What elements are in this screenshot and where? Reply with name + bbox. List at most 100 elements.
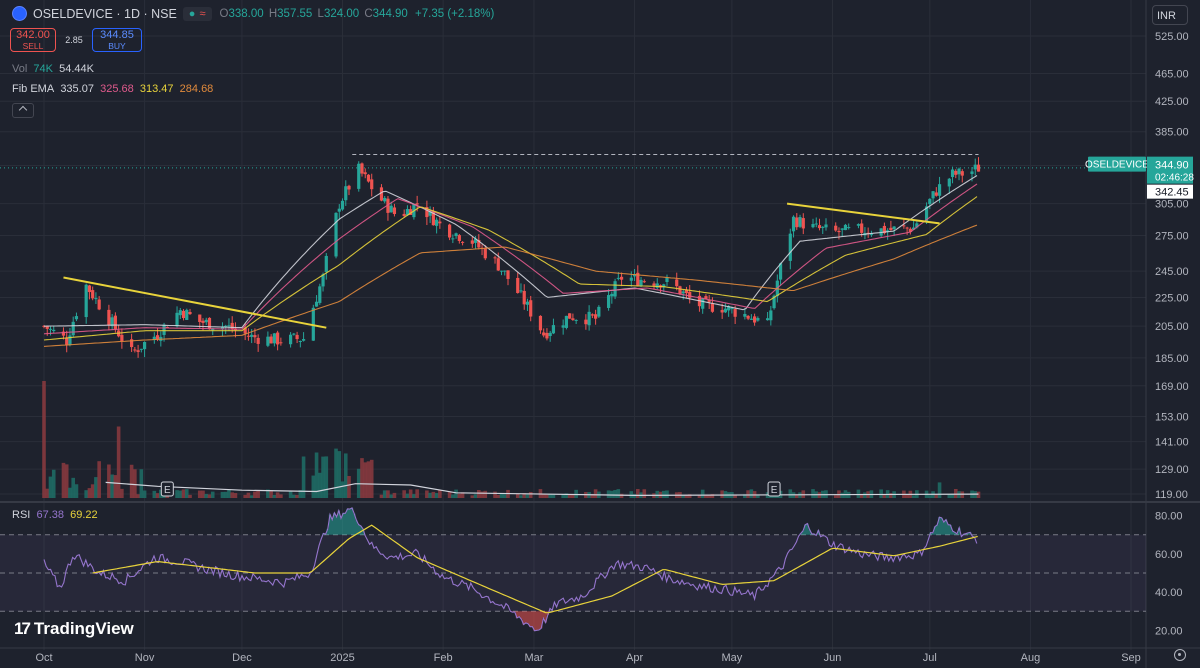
candle-body: [451, 238, 455, 240]
volume-bar: [295, 494, 299, 498]
volume-bar: [266, 489, 270, 498]
countdown-value: 02:46:28: [1155, 173, 1194, 184]
candle-body: [71, 321, 75, 336]
price-axis-label: 205.00: [1155, 321, 1189, 333]
candle-body: [48, 328, 53, 330]
candle-body: [266, 336, 270, 346]
volume-bar: [412, 494, 416, 498]
candle-body: [976, 164, 981, 172]
candle-body: [756, 318, 760, 321]
volume-bar: [545, 494, 549, 498]
time-axis-label: Jun: [824, 652, 842, 664]
sell-button[interactable]: 342.00 SELL: [10, 28, 56, 52]
volume-bar: [665, 490, 669, 498]
volume-bar: [528, 491, 533, 498]
collapse-legend-button[interactable]: [12, 103, 34, 118]
candle-body: [665, 277, 669, 283]
time-axis-label: Sep: [1121, 652, 1141, 664]
volume-bar: [548, 494, 552, 498]
ema-legend[interactable]: Fib EMA 335.07 325.68 313.47 284.68: [12, 83, 214, 95]
tradingview-logo[interactable]: 17 TradingView: [14, 619, 134, 638]
price-axis-label: 245.00: [1155, 266, 1189, 278]
volume-bar: [746, 490, 750, 498]
volume-bar: [223, 491, 228, 498]
volume-bar: [243, 494, 247, 498]
volume-bar: [431, 491, 436, 498]
volume-bar: [64, 464, 69, 498]
symbol-tag-label: OSELDEVICE: [1085, 160, 1149, 171]
candle-body: [765, 318, 770, 321]
candle-body: [778, 263, 783, 280]
volume-legend[interactable]: Vol 74K 54.44K: [12, 63, 94, 75]
volume-bar: [655, 490, 660, 498]
volume-bar: [950, 493, 955, 498]
candle-body: [250, 334, 254, 337]
volume-bar: [84, 490, 88, 498]
currency-selector[interactable]: INR: [1152, 5, 1188, 25]
volume-bar: [178, 490, 183, 498]
rsi-axis-label: 80.00: [1155, 511, 1183, 523]
volume-bar: [697, 495, 702, 498]
candle-body: [636, 272, 640, 286]
volume-bar: [859, 493, 864, 498]
price-axis-label: 153.00: [1155, 411, 1189, 423]
rsi-legend[interactable]: RSI 67.38 69.22: [12, 509, 98, 521]
volume-bar: [733, 494, 737, 498]
candle-body: [334, 212, 338, 257]
candle-body: [201, 320, 205, 323]
volume-bar: [610, 490, 614, 498]
candle-body: [886, 230, 890, 232]
candle-body: [934, 192, 938, 196]
candle-body: [551, 325, 556, 334]
candle-body: [321, 274, 325, 287]
trade-panel: 342.00 SELL 2.85 344.85 BUY: [10, 28, 142, 52]
candle-body: [253, 335, 257, 338]
candle-body: [954, 170, 958, 175]
candle-body: [584, 319, 588, 325]
volume-bar: [152, 490, 157, 498]
candle-body: [74, 316, 79, 320]
candle-body: [912, 227, 916, 230]
volume-bar: [687, 494, 692, 498]
volume-bar: [314, 452, 319, 498]
volume-bar: [953, 488, 958, 498]
candle-body: [435, 219, 439, 226]
volume-bar: [324, 456, 329, 498]
price-tag-value: 344.90: [1155, 160, 1189, 172]
candle-body: [324, 255, 328, 272]
time-axis-label: Dec: [232, 652, 252, 664]
candle-body: [142, 342, 147, 350]
volume-bar: [113, 475, 118, 498]
candle-body: [178, 310, 182, 316]
candle-body: [473, 238, 478, 243]
volume-bar: [493, 491, 497, 498]
volume-bar: [71, 477, 76, 498]
volume-bar: [210, 491, 215, 498]
symbol-title[interactable]: OSELDEVICE · 1D · NSE: [33, 6, 177, 21]
volume-bar: [94, 477, 98, 498]
volume-bar: [87, 488, 92, 498]
candle-body: [499, 270, 504, 272]
volume-bar: [515, 493, 520, 498]
candle-body: [882, 225, 886, 234]
settings-gear-icon[interactable]: [1174, 649, 1186, 661]
candle-body: [727, 306, 731, 311]
candle-body: [447, 224, 452, 238]
price-axis-label: 425.00: [1155, 96, 1189, 108]
candle-body: [837, 230, 841, 233]
candle-body: [415, 203, 419, 205]
buy-button[interactable]: 344.85 BUY: [92, 28, 142, 52]
candle-body: [710, 303, 715, 312]
price-axis-label: 225.00: [1155, 292, 1189, 304]
price-axis-label: 305.00: [1155, 199, 1189, 211]
market-status-pill[interactable]: ● ≈: [182, 6, 212, 21]
trendline: [786, 202, 940, 225]
symbol-header: OSELDEVICE · 1D · NSE ● ≈ O338.00 H357.5…: [12, 6, 494, 21]
volume-bar: [564, 493, 569, 498]
candle-body: [924, 206, 929, 223]
candle-body: [840, 228, 844, 230]
candle-body: [454, 233, 458, 237]
candle-body: [298, 341, 302, 343]
